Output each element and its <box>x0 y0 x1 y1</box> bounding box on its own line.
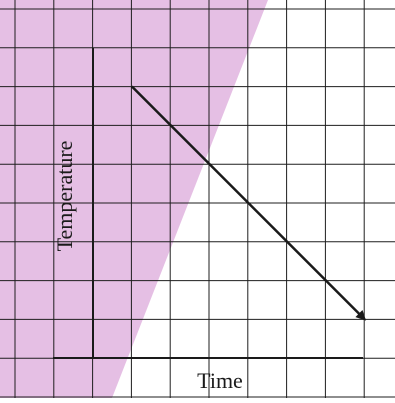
y-axis-label: Temperature <box>52 141 77 252</box>
highlight-band <box>0 0 268 398</box>
series-line-0 <box>130 85 367 321</box>
x-axis-label: Time <box>197 368 243 393</box>
horizontal-gridlines <box>0 8 395 398</box>
series-layer <box>130 85 367 321</box>
